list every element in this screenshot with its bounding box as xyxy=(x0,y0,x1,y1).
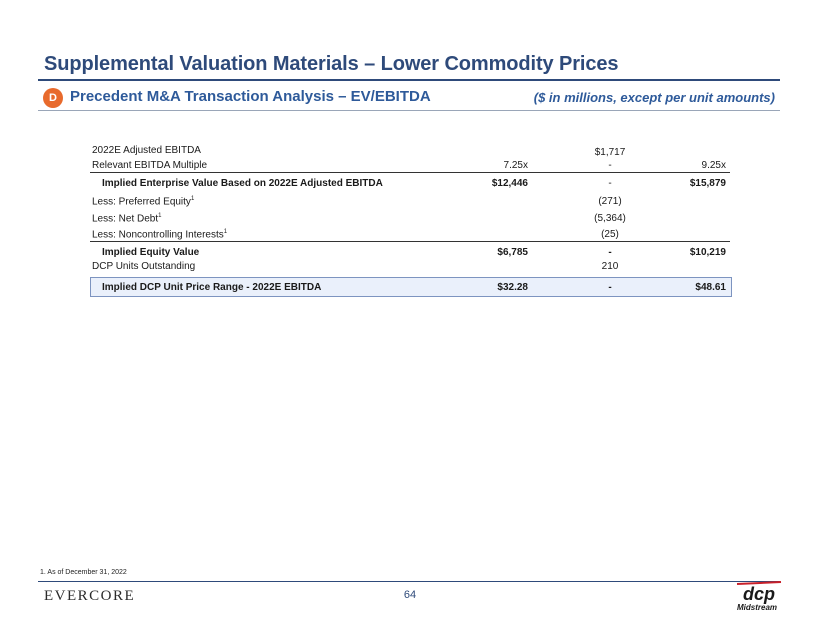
section-subtitle: Precedent M&A Transaction Analysis – EV/… xyxy=(70,88,431,105)
mid-value: - xyxy=(608,247,612,258)
section-badge: D xyxy=(43,88,63,108)
row-label: Less: Net Debt1 xyxy=(92,213,162,225)
mid-value: (5,364) xyxy=(594,213,626,224)
row-label: 2022E Adjusted EBITDA xyxy=(92,145,201,156)
highlight-box xyxy=(90,277,732,297)
table-row: Implied Equity Value $6,785 - $10,219 xyxy=(90,247,730,260)
mid-value: - xyxy=(608,178,612,189)
row-label: Less: Preferred Equity1 xyxy=(92,196,195,208)
logo-mark: dcp xyxy=(743,584,775,604)
low-value: 7.25x xyxy=(503,160,528,171)
row-label: Less: Noncontrolling Interests1 xyxy=(92,229,228,241)
low-value: $12,446 xyxy=(491,178,528,189)
footer-divider xyxy=(38,581,780,582)
page-title: Supplemental Valuation Materials – Lower… xyxy=(44,53,619,75)
mid-value: $1,717 xyxy=(594,147,626,158)
row-label: DCP Units Outstanding xyxy=(92,261,196,272)
mid-value: (271) xyxy=(598,196,622,207)
row-label: Implied Equity Value xyxy=(102,247,200,258)
dcp-logo-icon: dcp xyxy=(736,581,782,604)
row-label: Implied Enterprise Value Based on 2022E … xyxy=(102,178,383,189)
row-label: Implied DCP Unit Price Range - 2022E EBI… xyxy=(102,282,322,293)
table-row: Implied Enterprise Value Based on 2022E … xyxy=(90,178,730,191)
high-value: $10,219 xyxy=(689,247,726,258)
high-value: 9.25x xyxy=(701,160,726,171)
logo-text: Midstream xyxy=(737,603,778,612)
units-note: ($ in millions, except per unit amounts) xyxy=(533,90,775,105)
low-value: $32.28 xyxy=(497,282,528,293)
table-row: Implied DCP Unit Price Range - 2022E EBI… xyxy=(90,282,730,295)
evercore-logo: EVERCORE xyxy=(44,588,136,604)
subtitle-divider xyxy=(38,110,780,111)
page-number: 64 xyxy=(403,589,417,601)
title-divider xyxy=(38,79,780,81)
mid-value: 210 xyxy=(601,261,619,272)
table-row: Less: Net Debt1 (5,364) xyxy=(90,213,730,226)
high-value: $15,879 xyxy=(689,178,726,189)
mid-value: (25) xyxy=(601,229,619,240)
high-value: $48.61 xyxy=(695,282,726,293)
row-label: Relevant EBITDA Multiple xyxy=(92,160,208,171)
table-row: DCP Units Outstanding 210 xyxy=(90,261,730,274)
table-row: Relevant EBITDA Multiple 7.25x - 9.25x xyxy=(90,160,730,173)
table-row: Less: Preferred Equity1 (271) xyxy=(90,196,730,209)
footnote: 1. As of December 31, 2022 xyxy=(40,569,127,576)
table-row: Less: Noncontrolling Interests1 (25) xyxy=(90,229,730,242)
low-value: $6,785 xyxy=(497,247,528,258)
mid-value: - xyxy=(608,282,612,293)
table-row: 2022E Adjusted EBITDA $1,717 xyxy=(90,145,730,158)
mid-value: - xyxy=(608,160,612,171)
